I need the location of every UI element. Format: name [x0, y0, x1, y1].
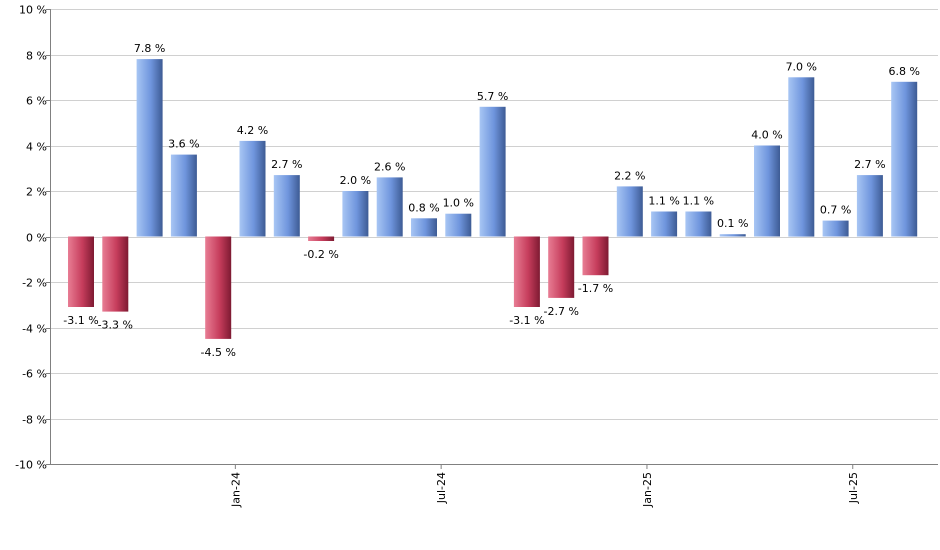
- y-tick-label: 2 %: [26, 186, 47, 199]
- bar: [513, 236, 540, 307]
- bar: [445, 213, 472, 237]
- y-tick-label: 10 %: [19, 4, 47, 17]
- bar-value-label: 6.8 %: [888, 65, 919, 78]
- bar-value-label: 1.1 %: [648, 195, 679, 208]
- y-tick-label: -2 %: [22, 277, 47, 290]
- bars: [68, 59, 918, 339]
- bar-value-label: 7.8 %: [134, 42, 165, 55]
- bar: [891, 81, 918, 237]
- bar: [788, 77, 815, 237]
- bar: [170, 154, 197, 237]
- bar: [616, 186, 643, 237]
- bar: [342, 191, 369, 237]
- bar: [239, 140, 266, 237]
- bar: [651, 211, 678, 237]
- y-tick-label: -10 %: [15, 459, 47, 472]
- bar: [685, 211, 712, 237]
- bar: [308, 236, 335, 241]
- x-tick-label: Jan-25: [641, 472, 654, 508]
- bar-value-label: -3.1 %: [63, 314, 98, 327]
- y-tick-label: 6 %: [26, 95, 47, 108]
- bar-value-label: 0.8 %: [408, 201, 439, 214]
- bar: [548, 236, 575, 298]
- bar-value-label: 1.0 %: [443, 197, 474, 210]
- y-tick-label: -6 %: [22, 368, 47, 381]
- x-axis-ticks: Jan-24 Jul-24 Jan-25 Jul-25: [229, 464, 860, 508]
- bar-value-label: 4.2 %: [237, 124, 268, 137]
- x-tick-label: Jul-24: [435, 472, 448, 504]
- bar-value-label: -0.2 %: [303, 248, 338, 261]
- bar-value-label: 4.0 %: [751, 129, 782, 142]
- bar-value-label: -2.7 %: [543, 305, 578, 318]
- bar: [582, 236, 609, 276]
- grid-lines: [50, 9, 938, 465]
- bar-value-label: 2.2 %: [614, 169, 645, 182]
- y-tick-label: -4 %: [22, 323, 47, 336]
- bar-value-label: 1.1 %: [683, 195, 714, 208]
- bar-value-label: 2.0 %: [340, 174, 371, 187]
- bar-value-label: 3.6 %: [168, 138, 199, 151]
- bar-value-label: 5.7 %: [477, 90, 508, 103]
- y-tick-label: 8 %: [26, 50, 47, 63]
- bar: [273, 175, 300, 237]
- bar-value-label: 2.6 %: [374, 160, 405, 173]
- bar: [754, 145, 780, 237]
- bar-value-label: -3.1 %: [509, 314, 544, 327]
- bar: [205, 236, 232, 339]
- bar: [822, 220, 849, 237]
- bar: [411, 218, 437, 237]
- bar-value-label: 7.0 %: [786, 60, 817, 73]
- bar: [68, 236, 94, 307]
- bar: [136, 59, 163, 237]
- y-tick-label: 0 %: [26, 232, 47, 245]
- bar: [479, 106, 506, 237]
- y-axis-ticks: -10 % -8 % -6 % -4 % -2 % 0 % 2 % 4 % 6 % 8 % 10 %: [15, 4, 50, 472]
- bar-value-label: 0.1 %: [717, 217, 748, 230]
- x-tick-label: Jan-24: [229, 472, 242, 508]
- bar-value-label: 2.7 %: [854, 158, 885, 171]
- bar: [719, 234, 746, 237]
- y-tick-label: 4 %: [26, 141, 47, 154]
- bar-value-label: 2.7 %: [271, 158, 302, 171]
- bar-value-label: 0.7 %: [820, 204, 851, 217]
- y-tick-label: -8 %: [22, 414, 47, 427]
- bar-value-label: -3.3 %: [98, 319, 133, 332]
- bar-value-label: -4.5 %: [200, 346, 235, 359]
- axes: [50, 9, 938, 465]
- bar: [856, 175, 883, 237]
- bar: [376, 177, 403, 237]
- x-tick-label: Jul-25: [847, 472, 860, 504]
- bar-value-label: -1.7 %: [578, 282, 613, 295]
- bar: [102, 236, 129, 312]
- data-labels: -3.1 %-3.3 %7.8 %3.6 %-4.5 %4.2 %2.7 %-0…: [63, 42, 920, 359]
